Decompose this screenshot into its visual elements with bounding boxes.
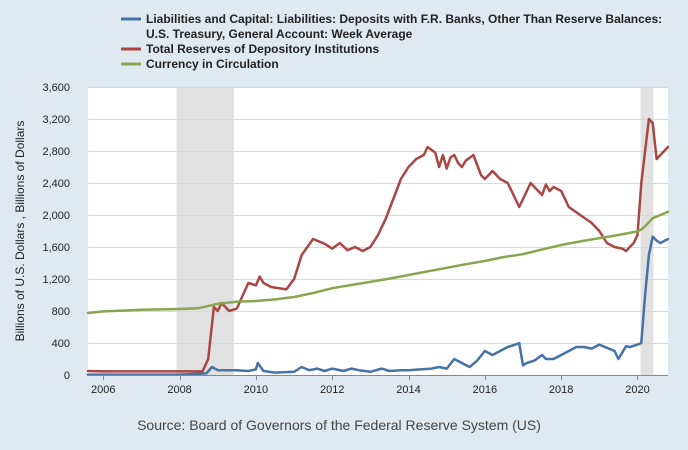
plot-area xyxy=(88,87,668,375)
legend-label-treasury-line2: U.S. Treasury, General Account: Week Ave… xyxy=(146,27,413,41)
series-line-treasury-account xyxy=(86,235,670,376)
y-tick-label-1: 400 xyxy=(52,338,70,350)
y-tick-label-6: 2,400 xyxy=(42,178,70,190)
x-tick-label-6: 2018 xyxy=(549,384,573,396)
recession-shading xyxy=(176,87,654,375)
legend: Liabilities and Capital: Liabilities: De… xyxy=(121,12,662,71)
x-tick-label-1: 2008 xyxy=(167,384,191,396)
x-axis-ticks: 2006 2008 2010 2012 2014 2016 2018 2020 xyxy=(91,375,650,396)
y-tick-label-5: 2,000 xyxy=(42,210,70,222)
legend-label-treasury-line1: Liabilities and Capital: Liabilities: De… xyxy=(146,12,662,26)
series-line-total-reserves xyxy=(86,117,670,373)
series-line-currency xyxy=(86,210,670,315)
x-tick-label-7: 2020 xyxy=(625,384,649,396)
y-axis-title: Billions of U.S. Dollars , Billions of D… xyxy=(13,121,27,342)
x-tick-label-2: 2010 xyxy=(244,384,268,396)
y-tick-label-7: 2,800 xyxy=(42,146,70,158)
x-tick-label-3: 2012 xyxy=(320,384,344,396)
y-tick-label-2: 800 xyxy=(52,306,70,318)
legend-label-currency: Currency in Circulation xyxy=(146,57,279,71)
x-tick-label-4: 2014 xyxy=(396,384,420,396)
y-tick-label-8: 3,200 xyxy=(42,114,70,126)
source-note: Source: Board of Governors of the Federa… xyxy=(137,417,541,433)
y-tick-label-0: 0 xyxy=(64,370,70,382)
series-lines xyxy=(86,117,670,376)
y-tick-label-3: 1,200 xyxy=(42,274,70,286)
legend-label-reserves: Total Reserves of Depository Institution… xyxy=(146,42,379,56)
recession-band-0 xyxy=(176,87,234,375)
y-tick-label-4: 1,600 xyxy=(42,242,70,254)
y-axis-ticks: 0 400 800 1,200 1,600 2,000 2,400 2,800 3,200 3,6… xyxy=(42,82,70,382)
x-tick-label-0: 2006 xyxy=(91,384,115,396)
y-tick-label-9: 3,600 xyxy=(42,82,70,94)
x-tick-label-5: 2016 xyxy=(473,384,497,396)
